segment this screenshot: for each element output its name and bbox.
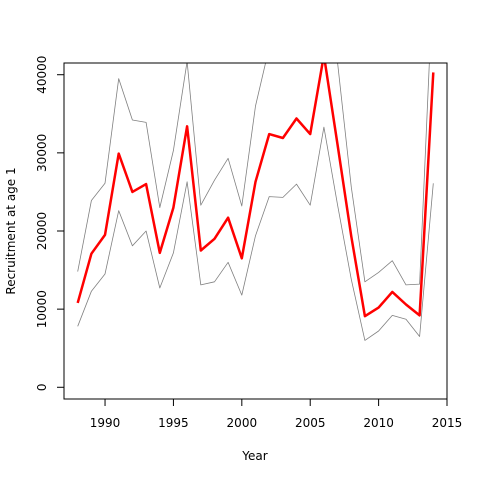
plot-frame xyxy=(63,62,448,400)
y-tick-label: 20000 xyxy=(35,212,49,250)
x-axis: 1990 1995 2000 2005 2010 2015 xyxy=(90,398,463,430)
x-axis-label: Year xyxy=(241,449,267,463)
x-tick-label: 1995 xyxy=(158,416,189,430)
y-tick-label: 40000 xyxy=(35,56,49,94)
x-tick-label: 2000 xyxy=(227,416,258,430)
series-line-bound-1 xyxy=(77,63,430,286)
x-tick-label: 2005 xyxy=(295,416,326,430)
y-tick-label: 30000 xyxy=(35,134,49,172)
series-layer xyxy=(76,63,435,341)
series-line-estimate xyxy=(76,63,435,318)
y-tick-label: 10000 xyxy=(35,290,49,328)
x-tick-label: 2015 xyxy=(432,416,463,430)
x-tick-label: 1990 xyxy=(90,416,121,430)
y-axis: 0 10000 20000 30000 40000 xyxy=(35,56,65,391)
x-tick-label: 2010 xyxy=(363,416,394,430)
y-axis-label: Recruitment at age 1 xyxy=(4,167,18,294)
series-line-bound-2 xyxy=(77,126,434,341)
y-tick-label: 0 xyxy=(35,383,49,391)
